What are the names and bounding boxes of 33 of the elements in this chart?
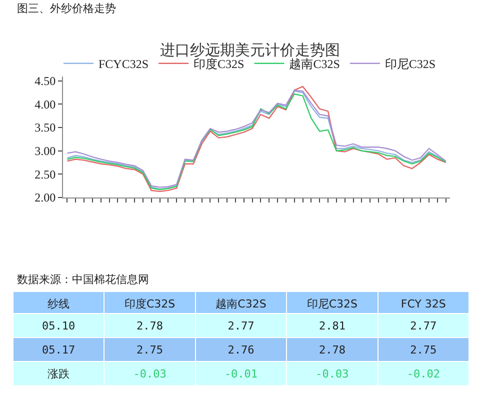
text: 2.75 <box>136 344 164 357</box>
text: 2.76 <box>228 344 254 357</box>
category-label: FCY 32S <box>400 298 446 311</box>
category-label: 涨跌 <box>48 368 70 381</box>
legend-label: FCYC32S <box>98 57 149 72</box>
text: 2.81 <box>318 320 346 333</box>
y-tick-label: 4.50 <box>34 74 56 88</box>
text: 2.78 <box>318 344 346 357</box>
legend-label: 越南C32S <box>289 57 340 72</box>
y-tick-label: 3.50 <box>34 120 56 135</box>
text: -0.03 <box>316 368 349 381</box>
text: 图三、外纱价格走势 <box>17 2 116 15</box>
category-label: 越南C32S <box>216 298 266 311</box>
y-tick-label: 2.50 <box>34 167 56 182</box>
category-label: 印尼C32S <box>306 298 358 311</box>
legend-label: 印度C32S <box>194 57 244 72</box>
text: 2.77 <box>410 320 437 333</box>
legend-label: 印尼C32S <box>384 57 436 72</box>
category-label: 印度C32S <box>124 298 176 311</box>
chart-title: 进口纱远期美元计价走势图 <box>160 41 340 59</box>
y-tick-label: 3.00 <box>34 144 56 158</box>
text: 2.78 <box>136 320 164 333</box>
category-label: 纱线 <box>48 298 70 311</box>
text: 2.75 <box>410 344 437 357</box>
y-tick-label: 2.00 <box>34 190 56 205</box>
y-tick-label: 4.00 <box>34 97 56 112</box>
text: 2.77 <box>228 320 254 333</box>
text: -0.01 <box>224 368 258 381</box>
text: -0.02 <box>406 368 440 381</box>
text: -0.03 <box>133 368 166 381</box>
category-label: 05.17 <box>42 344 76 357</box>
source-note: 数据来源：中国棉花信息网 <box>17 273 149 286</box>
category-label: 05.10 <box>42 320 76 333</box>
